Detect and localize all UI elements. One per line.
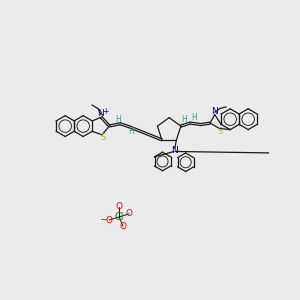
Text: H: H [191,113,197,122]
Text: H: H [129,127,134,136]
Text: O: O [119,222,127,231]
Text: −: − [100,215,108,225]
Text: H: H [181,115,187,124]
Text: S: S [218,127,223,136]
Text: N: N [172,146,178,155]
Text: O: O [126,209,133,218]
Text: S: S [100,133,105,142]
Text: Cl: Cl [114,212,124,222]
Text: O: O [106,215,112,224]
Text: +: + [102,107,108,116]
Text: N: N [97,109,104,118]
Text: O: O [116,202,123,211]
Text: N: N [212,107,218,116]
Text: H: H [116,115,122,124]
